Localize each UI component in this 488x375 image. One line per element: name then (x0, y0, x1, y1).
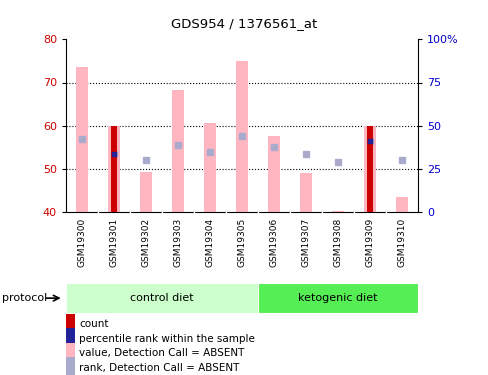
Text: GSM19310: GSM19310 (397, 217, 406, 267)
Text: count: count (79, 319, 109, 329)
Bar (363, 126, 375, 212)
Bar (258, 283, 417, 313)
Bar (66, 328, 75, 349)
Text: GDS954 / 1376561_at: GDS954 / 1376561_at (171, 17, 317, 30)
Text: GSM19303: GSM19303 (173, 217, 182, 267)
Bar (108, 126, 120, 212)
Bar (299, 173, 311, 212)
Bar (66, 314, 75, 335)
Text: value, Detection Call = ABSENT: value, Detection Call = ABSENT (79, 348, 244, 358)
Bar (66, 283, 258, 313)
Text: control diet: control diet (130, 293, 193, 303)
Bar (366, 126, 372, 212)
Text: ketogenic diet: ketogenic diet (298, 293, 377, 303)
Bar (236, 61, 247, 212)
Text: GSM19307: GSM19307 (301, 217, 310, 267)
Bar (111, 126, 117, 212)
Bar (267, 136, 280, 212)
Bar (331, 211, 344, 212)
Text: GSM19302: GSM19302 (141, 217, 150, 267)
Text: GSM19308: GSM19308 (333, 217, 342, 267)
Text: rank, Detection Call = ABSENT: rank, Detection Call = ABSENT (79, 363, 239, 373)
Bar (66, 343, 75, 364)
Bar (172, 90, 184, 212)
Text: GSM19309: GSM19309 (365, 217, 374, 267)
Text: percentile rank within the sample: percentile rank within the sample (79, 334, 255, 344)
Text: GSM19300: GSM19300 (78, 217, 86, 267)
Text: protocol: protocol (2, 293, 48, 303)
Text: GSM19305: GSM19305 (237, 217, 246, 267)
Bar (395, 197, 407, 212)
Bar (203, 123, 216, 212)
Bar (66, 357, 75, 375)
Text: GSM19301: GSM19301 (109, 217, 118, 267)
Text: GSM19304: GSM19304 (205, 217, 214, 267)
Text: GSM19306: GSM19306 (269, 217, 278, 267)
Bar (140, 172, 152, 212)
Bar (76, 68, 88, 212)
